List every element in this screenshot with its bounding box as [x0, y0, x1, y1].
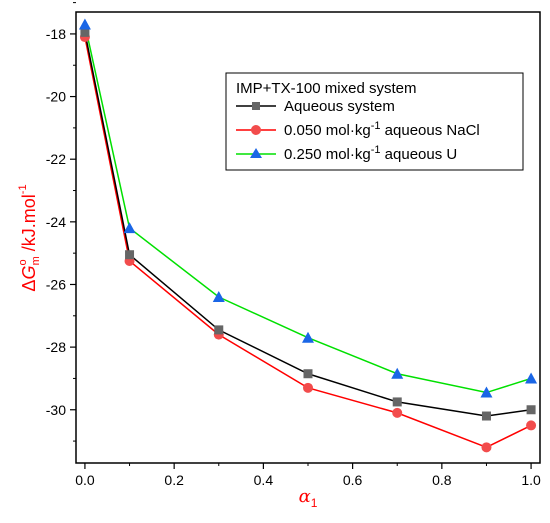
data-point [480, 386, 493, 398]
legend-marker-urea [250, 148, 262, 158]
data-point [525, 372, 538, 384]
x-tick-label: 1.0 [521, 472, 541, 488]
data-point [481, 442, 492, 453]
legend-marker-nacl [251, 125, 261, 135]
data-point [303, 382, 313, 393]
data-point [125, 250, 135, 260]
x-axis: 0.0 0.2 0.4 0.6 0.8 1.0 [75, 463, 541, 488]
data-point [392, 407, 403, 418]
data-point [481, 411, 491, 421]
data-point [392, 397, 402, 407]
data-point [526, 405, 536, 415]
y-tick-label: -24 [46, 214, 66, 230]
legend-label-urea: 0.250 mol·kg-1 aqueous U [284, 144, 457, 163]
y-axis: -18 -20 -22 -24 -26 -28 -30 [46, 2, 76, 442]
x-tick-label: 0.2 [164, 472, 184, 488]
x-tick-label: 0.4 [254, 472, 274, 488]
data-point [214, 325, 224, 335]
data-point [303, 369, 313, 379]
data-point [302, 331, 314, 343]
data-point [526, 420, 537, 431]
y-tick-label: -20 [46, 89, 66, 105]
legend-marker-aqueous [252, 102, 260, 110]
y-tick-label: -26 [46, 276, 66, 292]
data-point [212, 291, 225, 303]
legend: IMP+TX-100 mixed system Aqueous system 0… [225, 72, 524, 171]
series-layer [78, 18, 538, 453]
y-tick-label: -18 [46, 26, 66, 42]
data-point [78, 18, 91, 30]
legend-label-nacl: 0.050 mol·kg-1 aqueous NaCl [284, 120, 480, 139]
x-tick-label: 0.0 [75, 472, 95, 488]
x-tick-label: 0.8 [432, 472, 452, 488]
data-point [80, 27, 90, 37]
y-tick-label: -22 [46, 151, 66, 167]
legend-title: IMP+TX-100 mixed system [236, 80, 416, 97]
y-tick-label: -30 [46, 402, 66, 418]
x-axis-title: α1 [299, 486, 318, 510]
data-point [123, 222, 136, 234]
legend-label-aqueous: Aqueous system [284, 98, 395, 115]
data-point [391, 367, 404, 379]
y-axis-title: ΔGom /kJ.mol-1 [17, 184, 42, 291]
y-tick-label: -28 [46, 339, 66, 355]
x-tick-label: 0.6 [343, 472, 363, 488]
